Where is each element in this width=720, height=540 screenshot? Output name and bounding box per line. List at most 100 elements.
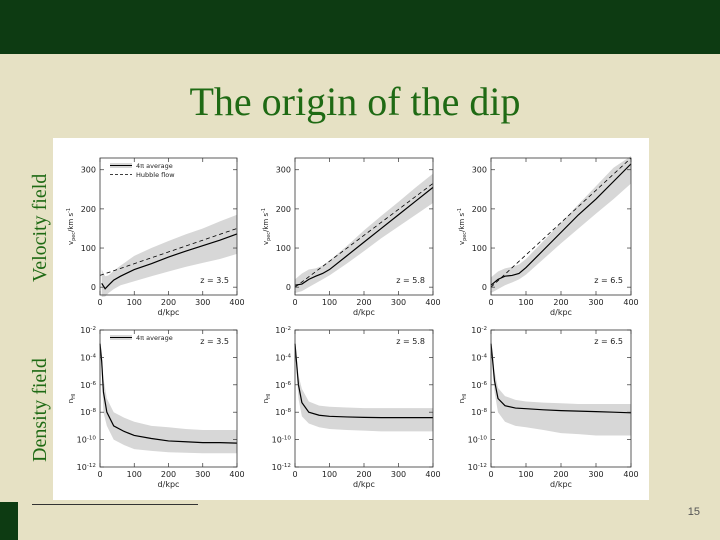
scatter-band [491,156,631,294]
y-tick-label: 300 [472,166,487,175]
plot-panel-3: 0 100 200 300 400 d/kpc 0 100 200 300 vpec​/km s-1… [457,156,639,317]
x-tick-label: 400 [623,298,638,307]
slide-title: The origin of the dip [189,79,521,124]
x-tick-label: 300 [195,298,210,307]
hubble-flow-line [99,228,238,276]
x-tick-label: 400 [425,298,440,307]
x-tick-label: 100 [322,470,337,479]
scatter-band [100,337,237,454]
y-tick-label: 10-6​ [275,381,291,390]
x-tick-label: 200 [356,470,371,479]
y-tick-label: 10-8​ [471,408,487,417]
figure-panel-grid: 0 100 200 300 400 d/kpc 0 100 200 300 vpec​/km s-1… [53,138,649,500]
x-axis-label: d/kpc [353,480,375,489]
footer-rule [32,504,198,505]
axes-frame [490,329,632,468]
y-axis-label-group: nHI​ [262,394,272,404]
y-tick-label: 200 [81,205,96,214]
bottom-accent-bar [0,502,18,540]
plot-panel-1: 0 100 200 300 400 d/kpc 0 100 200 300 vpec​/km s-1… [66,157,245,317]
y-axis-label: nHI​ [458,394,468,404]
scatter-band [295,337,433,432]
y-tick-label: 10-2​ [80,326,96,335]
x-tick-label: 200 [161,470,176,479]
scatter-band [101,214,238,297]
y-tick-label: 100 [472,244,487,253]
plot-panel-6: 0 100 200 300 400 d/kpc 10-12​ 10-10​ 10-8​ 10-6​… [458,326,639,489]
x-axis-label: d/kpc [158,480,180,489]
plot-panel-4: 0 100 200 300 400 d/kpc 10-12​ 10-10​ 10-8​ 10-6​… [67,326,245,489]
average-line [99,343,238,444]
y-axis-label: vpec​/km s-1​ [66,208,77,245]
y-tick-label: 0 [91,283,96,292]
figure-svg: 0 100 200 300 400 d/kpc 0 100 200 300 vpec​/km s-1… [66,156,639,489]
scatter-band [295,173,433,294]
y-tick-label: 10-4​ [471,353,487,362]
x-tick-label: 0 [97,470,102,479]
legend-entry: 4π average [136,334,173,342]
y-tick-label: 200 [472,205,487,214]
y-axis-label: vpec​/km s-1​ [457,208,468,245]
y-tick-label: 10-8​ [80,408,96,417]
y-tick-label: 10-12​ [77,463,96,472]
plot-panel-2: 0 100 200 300 400 d/kpc 0 100 200 300 vpec​/km s-1… [261,157,441,317]
redshift-annotation: z = 3.5 [200,337,229,346]
average-line [294,186,434,286]
hubble-flow-line [490,157,632,288]
y-axis-label-group: vpec​/km s-1​ [66,208,77,245]
y-axis-label: nHI​ [262,394,272,404]
legend-entry: 4π average [136,162,173,170]
y-tick-label: 300 [81,166,96,175]
density-field-label: Density field [29,358,51,462]
x-tick-label: 0 [97,298,102,307]
x-tick-label: 0 [292,298,297,307]
y-axis-label: nHI​ [67,394,77,404]
y-axis-label-group: vpec​/km s-1​ [457,208,468,245]
y-axis-label-group: vpec​/km s-1​ [261,208,272,245]
y-axis-label: vpec​/km s-1​ [261,208,272,245]
x-axis-label: d/kpc [550,308,572,317]
x-axis-label: d/kpc [158,308,180,317]
x-tick-label: 100 [322,298,337,307]
average-line [490,163,632,286]
hubble-flow-line [294,183,434,288]
x-tick-label: 0 [488,470,493,479]
y-tick-label: 10-8​ [275,408,291,417]
y-tick-label: 10-4​ [80,353,96,362]
y-axis-label-group: nHI​ [67,394,77,404]
y-tick-label: 200 [276,205,291,214]
redshift-annotation: z = 6.5 [594,276,623,285]
x-tick-label: 200 [553,298,568,307]
x-axis-label: d/kpc [353,308,375,317]
redshift-annotation: z = 5.8 [396,276,425,285]
y-tick-label: 10-6​ [80,381,96,390]
y-tick-label: 300 [276,166,291,175]
x-axis-label: d/kpc [550,480,572,489]
x-tick-label: 100 [518,298,533,307]
y-tick-label: 0 [286,283,291,292]
x-tick-label: 300 [195,470,210,479]
x-tick-label: 100 [127,298,142,307]
velocity-field-label: Velocity field [29,173,51,282]
x-tick-label: 300 [588,298,603,307]
x-tick-label: 100 [127,470,142,479]
plot-panel-5: 0 100 200 300 400 d/kpc 10-12​ 10-10​ 10-8​ 10-6​… [262,326,441,489]
top-banner [0,0,720,54]
x-tick-label: 0 [292,470,297,479]
axes-frame [294,329,434,468]
average-line [101,233,238,290]
x-tick-label: 200 [356,298,371,307]
y-tick-label: 100 [276,244,291,253]
y-tick-label: 10-10​ [77,436,97,445]
x-tick-label: 0 [488,298,493,307]
x-tick-label: 300 [391,470,406,479]
x-tick-label: 100 [518,470,533,479]
scatter-band [491,337,631,436]
y-tick-label: 10-10​ [468,436,488,445]
x-tick-label: 400 [425,470,440,479]
y-axis-label-group: nHI​ [458,394,468,404]
x-tick-label: 200 [161,298,176,307]
y-tick-label: 0 [482,283,487,292]
legend-entry: Hubble flow [136,171,175,179]
redshift-annotation: z = 5.8 [396,337,425,346]
